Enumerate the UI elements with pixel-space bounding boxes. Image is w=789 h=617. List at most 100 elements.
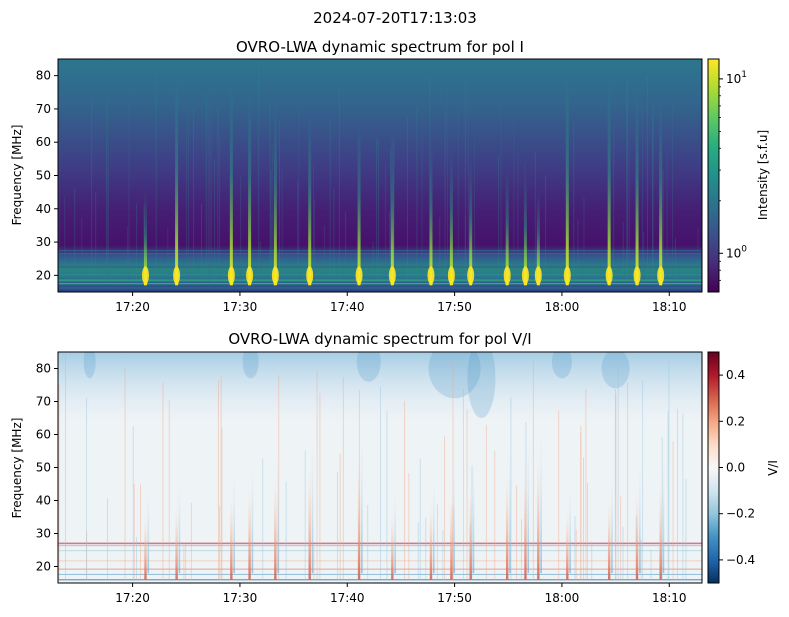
panel-2-title: OVRO-LWA dynamic spectrum for pol V/I (228, 330, 531, 348)
burst-core (355, 266, 363, 285)
x-tick-label: 18:00 (545, 300, 580, 314)
panel-2-y-axis: 20 30 40 50 60 70 80 (36, 362, 58, 574)
burst-streak (391, 513, 394, 580)
panel-2-bursts (144, 427, 665, 580)
rfi-band (58, 573, 702, 575)
burst-streak (635, 85, 639, 286)
burst-streak (274, 477, 277, 580)
burst-core (227, 266, 235, 285)
y-tick-label: 70 (36, 102, 51, 116)
y-tick-label: 40 (36, 494, 51, 508)
burst-core (271, 266, 279, 285)
burst-streak-blue (394, 487, 396, 574)
burst-streak (469, 158, 473, 286)
burst-streak (635, 490, 639, 580)
rfi-band (58, 279, 702, 282)
burst-streak (659, 95, 663, 286)
colorbar-tick-label: 0.4 (726, 368, 745, 382)
burst-streak (273, 98, 277, 286)
burst-streak-blue (311, 441, 314, 574)
burst-streak-blue (233, 470, 235, 574)
colorbar-tick-label: 100 (726, 244, 747, 260)
burst-streak (308, 108, 312, 286)
colorbar-tick-label: −0.4 (726, 553, 755, 567)
rfi-band (58, 560, 702, 562)
burst-streak-blue (509, 447, 511, 574)
burst-streak-blue (432, 477, 435, 574)
burst-streak (230, 497, 233, 580)
x-tick-label: 17:40 (330, 591, 365, 605)
panel-2-ylabel: Frequency [MHz] (10, 418, 24, 519)
panel-1-spectrum-bg (58, 59, 702, 292)
burst-streak (505, 474, 509, 580)
panel-1-y-axis: 20 30 40 50 60 70 80 (36, 69, 58, 282)
x-tick-label: 17:30 (223, 591, 258, 605)
y-tick-label: 80 (36, 362, 51, 376)
burst-streak-blue (527, 437, 530, 574)
rfi-band (58, 568, 702, 570)
burst-streak-blue (277, 451, 279, 574)
rfi-band (58, 579, 702, 581)
x-tick-label: 18:10 (652, 591, 687, 605)
panel-2-x-axis: 17:20 17:30 17:40 17:50 18:00 18:10 (115, 583, 687, 605)
rfi-band (58, 283, 702, 285)
burst-core (657, 266, 665, 285)
colorbar-tick-label: 0.0 (726, 461, 745, 475)
burst-streak-blue (611, 474, 613, 574)
burst-streak-blue (453, 467, 455, 574)
colorbar-1-ticks: 101 100 (719, 70, 747, 281)
panel-1-bursts (141, 65, 665, 286)
burst-streak-blue (178, 480, 181, 574)
burst-streak-blue (472, 457, 475, 574)
suptitle: 2024-07-20T17:13:03 (313, 9, 477, 27)
blue-cloud (242, 352, 259, 379)
burst-streak (390, 128, 394, 286)
y-tick-label: 20 (36, 268, 51, 282)
burst-streak (429, 503, 433, 580)
panel-pol-i: OVRO-LWA dynamic spectrum for pol I 20 30… (10, 38, 770, 314)
y-tick-label: 30 (36, 527, 51, 541)
colorbar-tick-label: 101 (726, 70, 747, 86)
burst-streak-blue (540, 427, 542, 574)
y-tick-label: 50 (36, 461, 51, 475)
burst-streak (469, 484, 472, 580)
y-tick-label: 50 (36, 169, 51, 183)
burst-streak (248, 88, 252, 286)
burst-streak-blue (251, 460, 254, 574)
panel-2-clouds (83, 352, 630, 418)
blue-cloud (601, 352, 630, 389)
y-tick-label: 70 (36, 395, 51, 409)
panel-pol-vi: OVRO-LWA dynamic spectrum for pol V/I 20… (10, 330, 780, 605)
burst-streak (607, 75, 611, 286)
burst-streak (536, 188, 540, 286)
rfi-band (58, 266, 702, 268)
panel-1-bands (58, 59, 702, 289)
x-tick-label: 18:00 (545, 591, 580, 605)
burst-streak-blue (639, 464, 641, 574)
burst-core (427, 266, 435, 285)
x-tick-label: 17:20 (115, 591, 150, 605)
burst-core (141, 266, 149, 285)
y-tick-label: 60 (36, 135, 51, 149)
burst-streak (505, 168, 509, 286)
burst-core (306, 266, 314, 285)
burst-streak (144, 517, 147, 580)
burst-core (246, 266, 254, 285)
panel-1-title: OVRO-LWA dynamic spectrum for pol I (236, 38, 524, 56)
burst-streak (308, 467, 311, 580)
y-tick-label: 80 (36, 69, 51, 83)
colorbar-tick-label: −0.2 (726, 507, 755, 521)
burst-core (388, 266, 396, 285)
blue-cloud (83, 352, 96, 379)
burst-streak (607, 500, 611, 580)
burst-streak (566, 510, 569, 580)
burst-core (534, 266, 542, 285)
rfi-band (58, 249, 702, 251)
blue-cloud (356, 352, 381, 382)
blue-cloud (551, 352, 572, 379)
burst-streak-blue (147, 490, 150, 574)
rfi-band (58, 550, 702, 552)
burst-streak (450, 493, 453, 580)
panel-2-top-haze (58, 352, 702, 422)
